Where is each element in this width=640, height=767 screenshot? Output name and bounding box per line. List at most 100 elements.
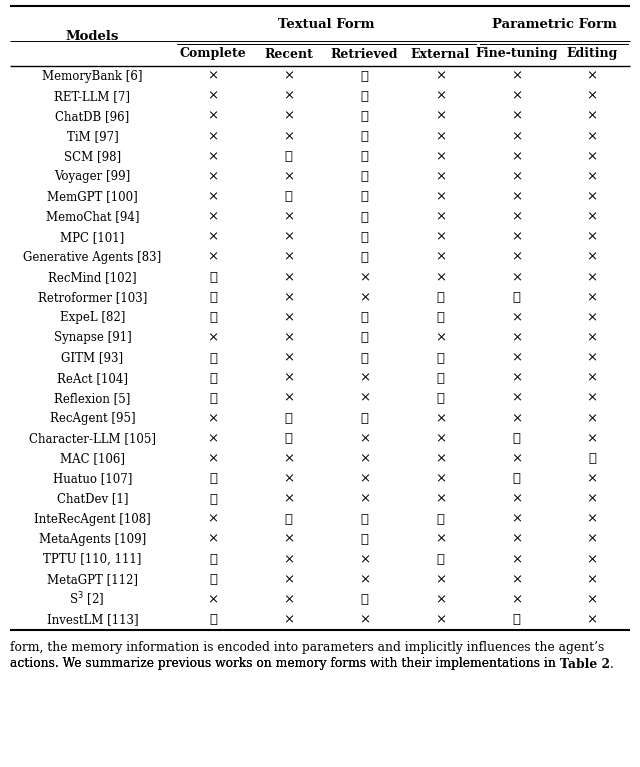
Text: Reflexion [5]: Reflexion [5] <box>54 392 131 405</box>
Text: Huatuo [107]: Huatuo [107] <box>53 472 132 486</box>
Text: ×: × <box>586 472 598 486</box>
Text: ×: × <box>359 432 370 445</box>
Text: External: External <box>411 48 470 61</box>
Text: ×: × <box>359 573 370 586</box>
Text: ×: × <box>586 492 598 505</box>
Text: ×: × <box>586 594 598 606</box>
Text: Retrieved: Retrieved <box>331 48 398 61</box>
Text: ×: × <box>586 90 598 103</box>
Text: ✓: ✓ <box>360 211 369 223</box>
Text: ×: × <box>586 190 598 203</box>
Text: RecAgent [95]: RecAgent [95] <box>50 412 135 425</box>
Text: ×: × <box>511 311 522 324</box>
Text: ×: × <box>511 70 522 83</box>
Text: ×: × <box>207 70 218 83</box>
Text: ✓: ✓ <box>360 512 369 525</box>
Text: ×: × <box>435 271 446 284</box>
Text: form, the memory information is encoded into parameters and implicitly influence: form, the memory information is encoded … <box>10 641 604 654</box>
Text: ×: × <box>283 351 294 364</box>
Text: ×: × <box>207 453 218 466</box>
Text: ✓: ✓ <box>436 553 444 566</box>
Text: ×: × <box>511 271 522 284</box>
Text: ✓: ✓ <box>285 412 292 425</box>
Text: ×: × <box>586 271 598 284</box>
Text: ✓: ✓ <box>360 150 369 163</box>
Text: ×: × <box>511 331 522 344</box>
Text: MAC [106]: MAC [106] <box>60 453 125 466</box>
Text: MemoryBank [6]: MemoryBank [6] <box>42 70 143 83</box>
Text: ×: × <box>207 90 218 103</box>
Text: ×: × <box>207 130 218 143</box>
Text: ×: × <box>283 453 294 466</box>
Text: ×: × <box>283 271 294 284</box>
Text: ×: × <box>586 70 598 83</box>
Text: Generative Agents [83]: Generative Agents [83] <box>24 251 162 264</box>
Text: MemoChat [94]: MemoChat [94] <box>45 211 140 223</box>
Text: ×: × <box>586 211 598 223</box>
Text: ×: × <box>586 110 598 123</box>
Text: ✓: ✓ <box>209 614 217 627</box>
Text: ✓: ✓ <box>285 432 292 445</box>
Text: ×: × <box>511 170 522 183</box>
Text: ×: × <box>511 573 522 586</box>
Text: GITM [93]: GITM [93] <box>61 351 124 364</box>
Text: ✓: ✓ <box>209 311 217 324</box>
Text: ✓: ✓ <box>588 453 596 466</box>
Text: ×: × <box>207 211 218 223</box>
Text: ×: × <box>435 432 446 445</box>
Text: ×: × <box>511 372 522 385</box>
Text: ×: × <box>435 150 446 163</box>
Text: ×: × <box>586 251 598 264</box>
Text: ×: × <box>435 533 446 546</box>
Text: InteRecAgent [108]: InteRecAgent [108] <box>34 512 151 525</box>
Text: ✓: ✓ <box>360 90 369 103</box>
Text: ✓: ✓ <box>209 492 217 505</box>
Text: ×: × <box>359 472 370 486</box>
Text: Parametric Form: Parametric Form <box>492 18 616 31</box>
Text: ✓: ✓ <box>209 351 217 364</box>
Text: ×: × <box>511 211 522 223</box>
Text: ×: × <box>283 70 294 83</box>
Text: ×: × <box>207 170 218 183</box>
Text: ×: × <box>283 533 294 546</box>
Text: ✓: ✓ <box>360 190 369 203</box>
Text: ×: × <box>586 512 598 525</box>
Text: ×: × <box>586 311 598 324</box>
Text: ×: × <box>435 594 446 606</box>
Text: ×: × <box>283 130 294 143</box>
Text: TPTU [110, 111]: TPTU [110, 111] <box>44 553 141 566</box>
Text: ×: × <box>435 231 446 244</box>
Text: ✓: ✓ <box>436 351 444 364</box>
Text: ✓: ✓ <box>209 573 217 586</box>
Text: ×: × <box>283 90 294 103</box>
Text: ×: × <box>435 331 446 344</box>
Text: actions. We summarize previous works on memory forms with their implementations : actions. We summarize previous works on … <box>10 657 560 670</box>
Text: ×: × <box>511 512 522 525</box>
Text: ×: × <box>511 594 522 606</box>
Text: actions. We summarize previous works on memory forms with their implementations : actions. We summarize previous works on … <box>10 657 560 670</box>
Text: ✓: ✓ <box>209 291 217 304</box>
Text: ✓: ✓ <box>360 594 369 606</box>
Text: SCM [98]: SCM [98] <box>64 150 121 163</box>
Text: MetaGPT [112]: MetaGPT [112] <box>47 573 138 586</box>
Text: ×: × <box>207 110 218 123</box>
Text: ×: × <box>511 90 522 103</box>
Text: ✓: ✓ <box>436 512 444 525</box>
Text: ×: × <box>435 130 446 143</box>
Text: ✓: ✓ <box>285 190 292 203</box>
Text: ×: × <box>586 130 598 143</box>
Text: ×: × <box>283 573 294 586</box>
Text: ×: × <box>283 472 294 486</box>
Text: ×: × <box>435 211 446 223</box>
Text: InvestLM [113]: InvestLM [113] <box>47 614 138 627</box>
Text: RET-LLM [7]: RET-LLM [7] <box>54 90 131 103</box>
Text: S$^3$ [2]: S$^3$ [2] <box>69 591 104 609</box>
Text: ×: × <box>435 412 446 425</box>
Text: ×: × <box>283 170 294 183</box>
Text: ×: × <box>586 573 598 586</box>
Text: ChatDev [1]: ChatDev [1] <box>57 492 128 505</box>
Text: ×: × <box>511 150 522 163</box>
Text: ✓: ✓ <box>360 110 369 123</box>
Text: ×: × <box>283 291 294 304</box>
Text: RecMind [102]: RecMind [102] <box>48 271 137 284</box>
